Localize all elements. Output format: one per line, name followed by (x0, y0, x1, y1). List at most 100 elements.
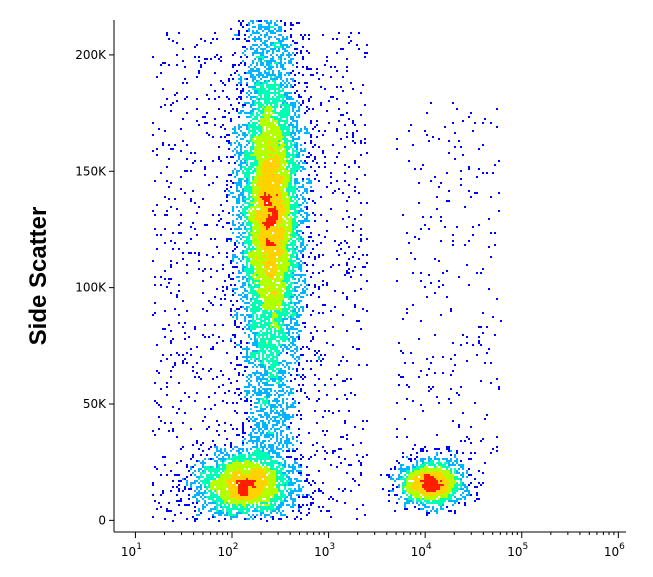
event-point (280, 200, 282, 202)
event-point (292, 310, 294, 312)
event-point (252, 308, 254, 310)
event-point (250, 278, 252, 280)
event-point (258, 222, 260, 224)
event-point (288, 194, 290, 196)
event-point (256, 246, 258, 248)
event-point (254, 218, 256, 220)
event-point (266, 186, 268, 188)
event-point (270, 198, 272, 200)
event-point (264, 44, 266, 46)
event-point (290, 322, 292, 324)
event-point (260, 186, 262, 188)
event-point (288, 312, 290, 314)
event-point (264, 292, 266, 294)
event-point (224, 472, 226, 474)
event-point (290, 116, 292, 118)
event-point (278, 72, 280, 74)
event-point (258, 138, 260, 140)
event-point (290, 456, 292, 458)
event-point (276, 230, 278, 232)
event-point (260, 202, 262, 204)
event-point (260, 390, 262, 392)
event-point (286, 426, 288, 428)
event-point (256, 192, 258, 194)
event-point (292, 164, 294, 166)
event-point (288, 308, 290, 310)
event-point (294, 120, 296, 122)
event-point (228, 502, 230, 504)
event-point (252, 452, 254, 454)
event-point (262, 320, 264, 322)
event-point (278, 464, 280, 466)
event-point (272, 30, 274, 32)
event-point (234, 446, 236, 448)
event-point (266, 50, 268, 52)
event-point (216, 176, 218, 178)
event-point (282, 68, 284, 70)
event-point (248, 184, 250, 186)
event-point (308, 152, 310, 154)
event-point (286, 180, 288, 182)
event-point (254, 498, 256, 500)
event-point (260, 176, 262, 178)
event-point (264, 320, 266, 322)
event-point (272, 92, 274, 94)
event-point (246, 162, 248, 164)
event-point (280, 236, 282, 238)
event-point (296, 178, 298, 180)
event-point (262, 400, 264, 402)
event-point (196, 460, 198, 462)
event-point (310, 276, 312, 278)
event-point (268, 92, 270, 94)
event-point (294, 142, 296, 144)
event-point (268, 242, 270, 244)
event-point (264, 494, 266, 496)
event-point (300, 284, 302, 286)
event-point (264, 436, 266, 438)
event-point (252, 200, 254, 202)
event-point (244, 152, 246, 154)
event-point (278, 242, 280, 244)
event-point (288, 56, 290, 58)
event-point (254, 126, 256, 128)
event-point (246, 294, 248, 296)
event-point (260, 252, 262, 254)
event-point (266, 472, 268, 474)
event-point (290, 104, 292, 106)
event-point (280, 438, 282, 440)
event-point (268, 114, 270, 116)
event-point (232, 290, 234, 292)
event-point (284, 318, 286, 320)
event-point (200, 468, 202, 470)
event-point (272, 132, 274, 134)
event-point (250, 254, 252, 256)
event-point (296, 226, 298, 228)
event-point (296, 234, 298, 236)
event-point (274, 488, 276, 490)
event-point (246, 124, 248, 126)
event-point (254, 140, 256, 142)
event-point (282, 280, 284, 282)
event-point (270, 490, 272, 492)
event-point (252, 20, 254, 22)
event-point (280, 82, 282, 84)
event-point (256, 90, 258, 92)
event-point (254, 262, 256, 264)
event-point (242, 328, 244, 330)
event-point (286, 234, 288, 236)
event-point (258, 20, 260, 22)
event-point (270, 372, 272, 374)
event-point (286, 402, 288, 404)
event-point (266, 240, 268, 242)
event-point (286, 156, 288, 158)
event-point (284, 236, 286, 238)
event-point (278, 286, 280, 288)
event-point (284, 206, 286, 208)
event-point (304, 220, 306, 222)
event-point (262, 184, 264, 186)
event-point (256, 138, 258, 140)
event-point (276, 486, 278, 488)
event-point (266, 506, 268, 508)
event-point (310, 190, 312, 192)
event-point (300, 330, 302, 332)
